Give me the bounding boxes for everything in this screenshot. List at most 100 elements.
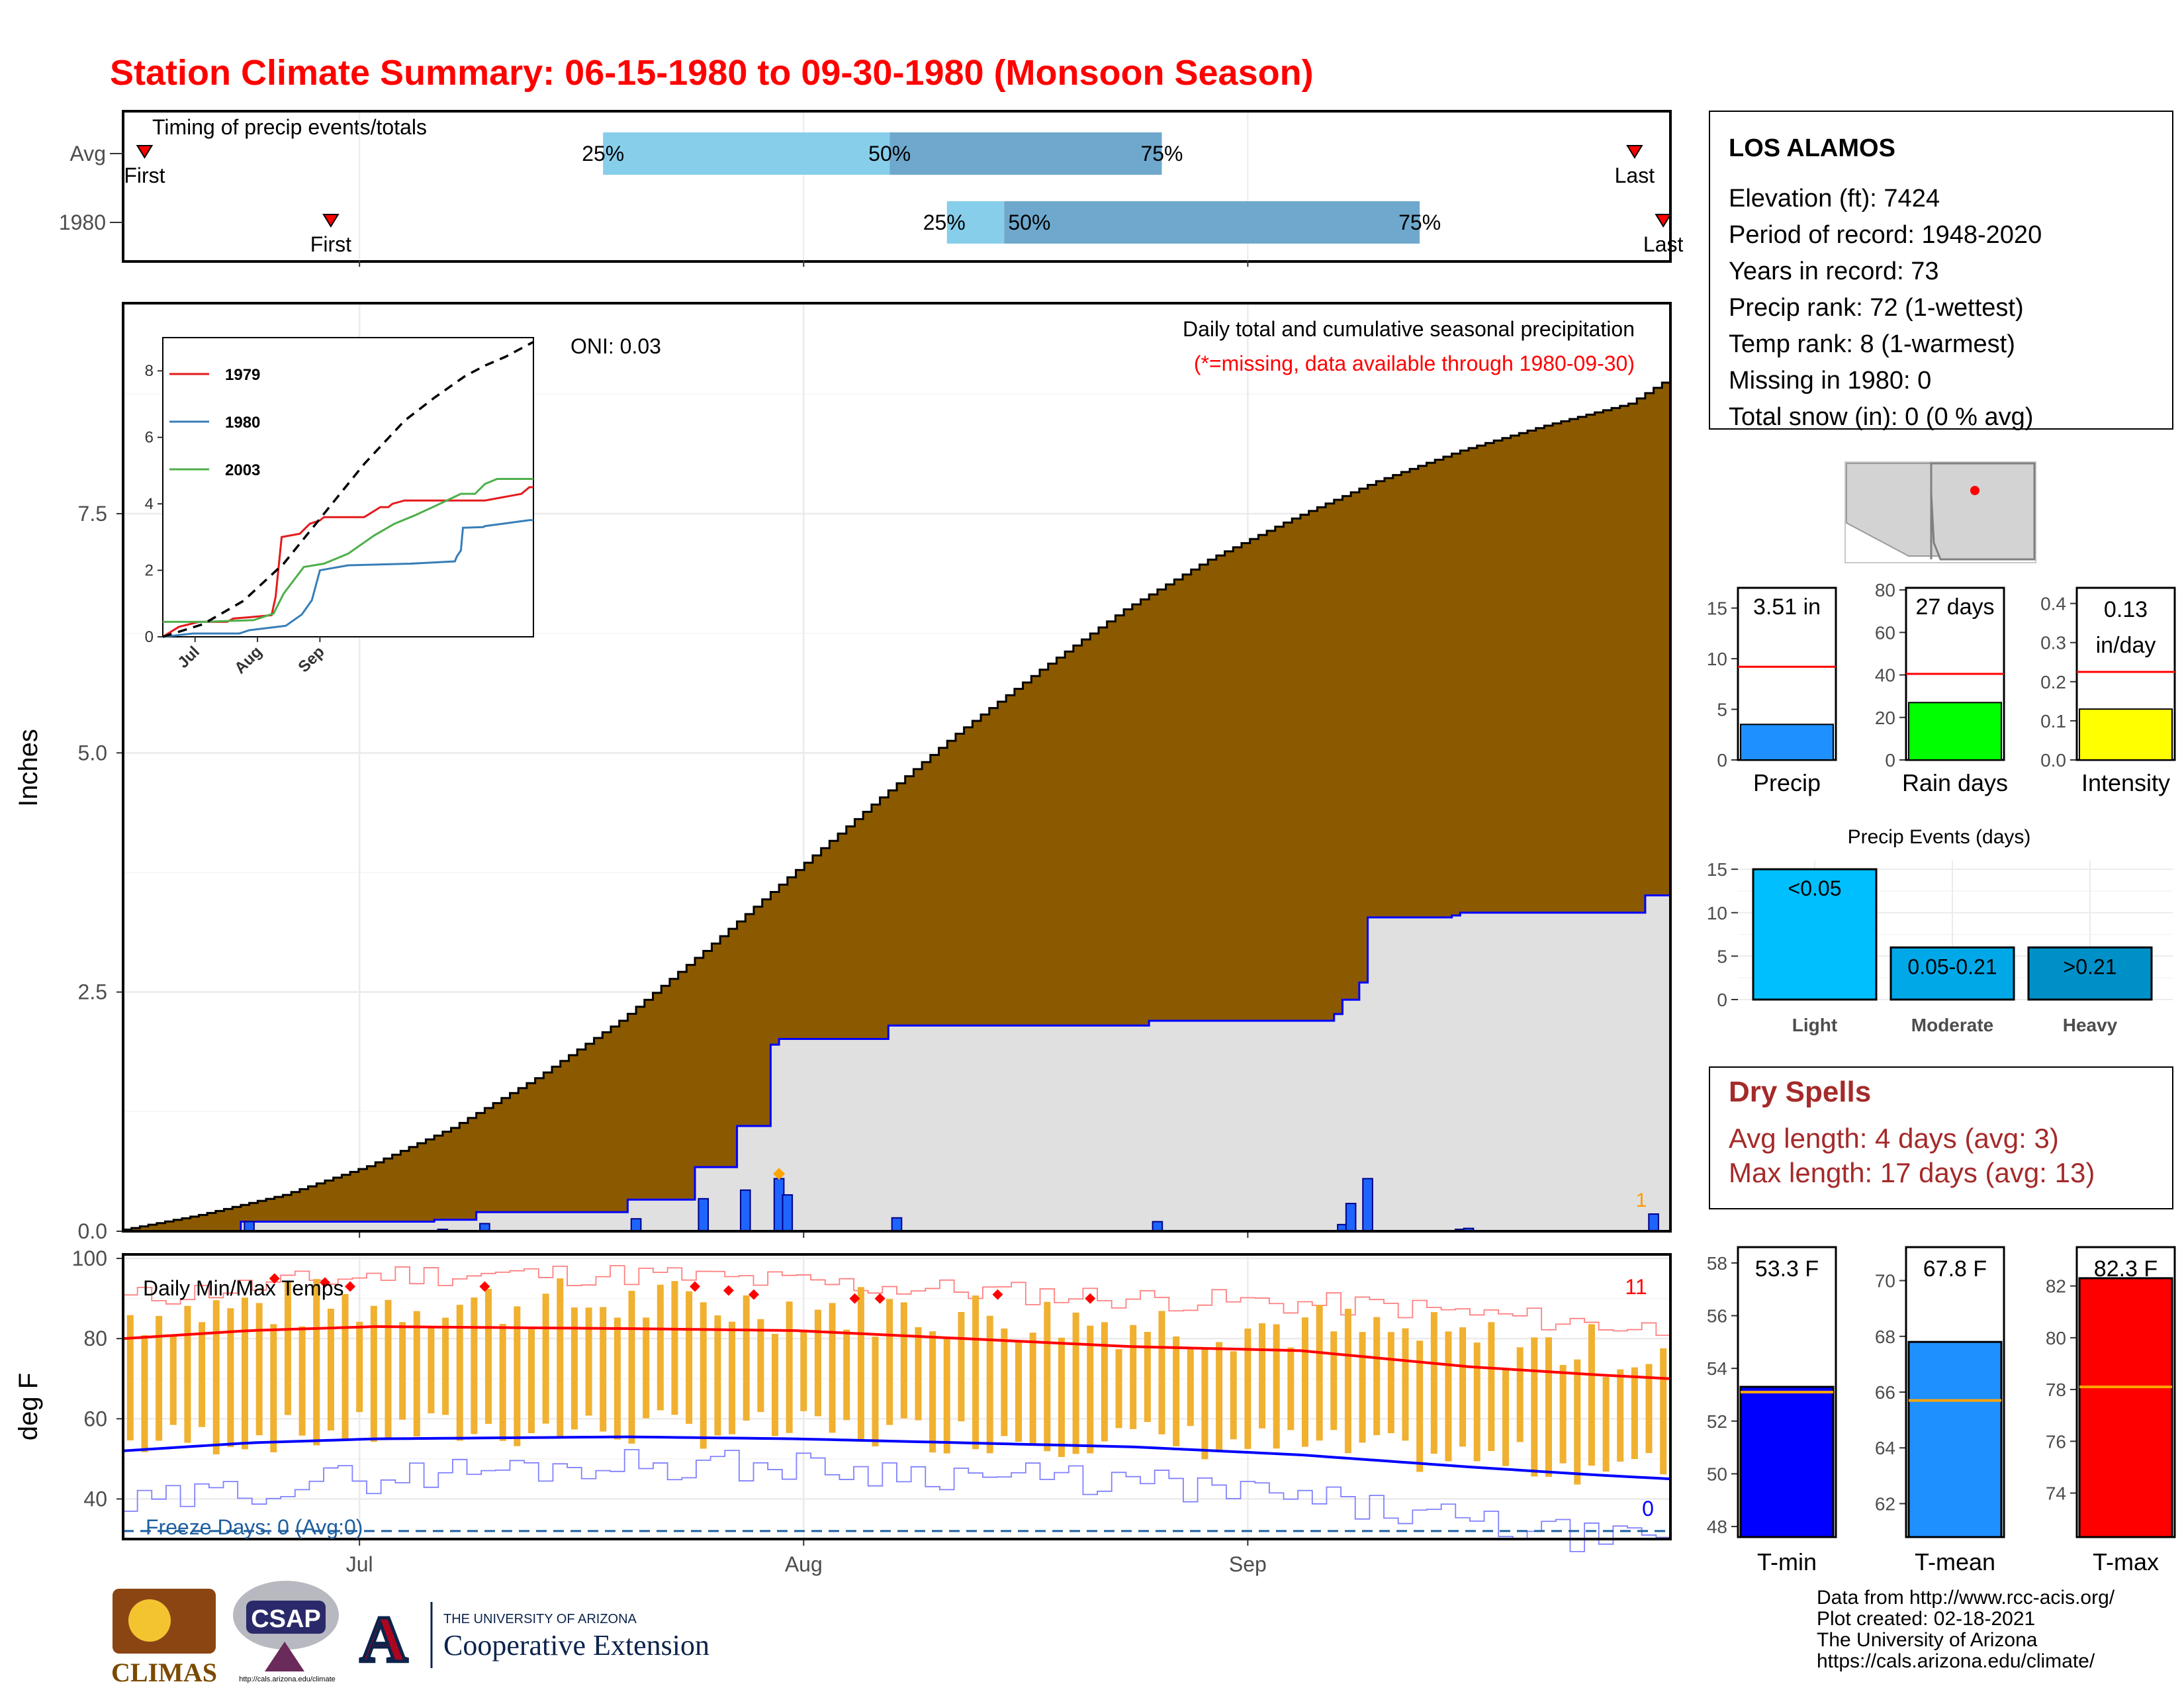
daily-temp-bar [1645, 1364, 1653, 1454]
daily-temp-bar [499, 1323, 506, 1441]
record-high-marker [319, 1277, 330, 1288]
record-high-marker [690, 1281, 701, 1292]
climas-text: CLIMAS [111, 1658, 217, 1687]
timing-last-marker [1655, 214, 1672, 228]
station-info-line: Missing in 1980: 0 [1729, 367, 1931, 395]
stat-precip: 0 5 10 15 3.51 in Precip [1707, 586, 1837, 796]
stat-bar [1740, 724, 1834, 761]
station-marker [1970, 486, 1979, 495]
temp-stat-y-label: 52 [1707, 1411, 1727, 1432]
daily-temp-bar [270, 1324, 277, 1452]
inset-line-1980 [162, 519, 533, 638]
inset-line-1979 [162, 486, 533, 638]
footer-line: The University of Arizona [1817, 1629, 2038, 1651]
event-bar-label: <0.05 [1788, 876, 1842, 900]
daily-precip-bar [782, 1194, 794, 1233]
temp-stats-panel: 48 50 52 54 56 58 53.3 F T-min 62 64 66 68 70 67.8 F T… [1707, 1246, 2176, 1575]
daily-temp-bar [1244, 1328, 1251, 1449]
timing-row-label: 1980 [59, 211, 106, 234]
precip-panel: 0.0 2.5 5.0 7.5 Daily total and cumulative … [14, 302, 1672, 1243]
daily-precip-bar [891, 1217, 903, 1232]
daily-temp-bar [743, 1295, 750, 1421]
temps-y-label: 100 [72, 1246, 107, 1270]
daily-temp-bar [900, 1302, 907, 1419]
dry-frame [1709, 1066, 2173, 1209]
daily-temp-bar [313, 1279, 320, 1446]
timing-p50-label: 50% [868, 142, 911, 165]
daily-temp-bar [958, 1311, 965, 1422]
ua-a-mark: A [360, 1603, 408, 1676]
tmax-avg-line [122, 1325, 1671, 1380]
timing-first-label: First [310, 232, 351, 256]
daily-temp-bar [771, 1334, 778, 1436]
daily-temp-bar [872, 1336, 879, 1447]
state-shape-nm [1930, 462, 2036, 561]
daily-temp-bar [1230, 1351, 1237, 1440]
inset-legend-label: 1979 [225, 366, 260, 384]
daily-temp-bar [614, 1317, 621, 1440]
daily-temp-bar [284, 1280, 291, 1415]
daily-temp-bar [1259, 1323, 1266, 1429]
daily-temp-bar [298, 1326, 306, 1436]
record-high-marker [849, 1293, 860, 1304]
daily-temp-bar [557, 1278, 564, 1436]
daily-temp-bar [1173, 1336, 1180, 1446]
stat-y-label: 0.3 [2040, 633, 2066, 653]
inset-y-label: 4 [145, 495, 154, 513]
timing-last-marker [1626, 145, 1643, 159]
daily-precip-bar [1648, 1213, 1659, 1233]
event-category-label: Heavy [2063, 1015, 2118, 1035]
station-info-box: LOS ALAMOS Elevation (ft): 7424 Period of… [1709, 111, 2173, 431]
record-high-marker [345, 1281, 356, 1292]
avg-cumulative-area [122, 381, 1672, 1233]
record-high-marker [874, 1293, 886, 1304]
timing-last-label: Last [1643, 232, 1684, 256]
event-bar-light [1752, 868, 1878, 1001]
daily-temp-bar [786, 1301, 793, 1433]
event-bar-label: >0.21 [2064, 955, 2117, 978]
temps-y-label: 80 [83, 1327, 107, 1350]
ua-big-text: Cooperative Extension [443, 1629, 709, 1662]
dry-spells-box: Dry Spells Avg length: 4 days (avg: 3) M… [1709, 1066, 2173, 1209]
temp-stat-category-label: T-max [2093, 1548, 2159, 1575]
inset-line-avg [162, 340, 534, 638]
daily-temp-bar [485, 1288, 492, 1424]
temp-stat-y-label: 80 [2046, 1328, 2066, 1348]
daily-temp-bar [242, 1297, 249, 1450]
events-title: Precip Events (days) [1848, 826, 2031, 848]
timing-first-marker [322, 214, 340, 228]
freeze-days-label: Freeze Days: 0 (Avg:0) [146, 1515, 363, 1539]
station-info-line: Period of record: 1948-2020 [1729, 221, 2042, 249]
stat-y-label: 0.0 [2040, 750, 2066, 771]
record-high-marker [992, 1289, 1003, 1300]
temp-stat-value-label: 82.3 F [2094, 1256, 2158, 1282]
freeze-count: 0 [1642, 1497, 1654, 1521]
daily-temp-bar [915, 1327, 922, 1421]
daily-temp-bar [370, 1305, 377, 1442]
daily-temp-bar [1101, 1322, 1108, 1442]
timing-p25-label: 25% [923, 211, 966, 234]
daily-temp-bar [814, 1309, 821, 1417]
temp-stat-value-label: 67.8 F [1923, 1256, 1987, 1282]
missing-count: 1 [1636, 1190, 1647, 1211]
daily-temp-bar [972, 1295, 979, 1450]
precip-y-label: 7.5 [78, 502, 107, 526]
daily-temp-bar [341, 1293, 349, 1441]
footer-credits: Data from http://www.rcc-acis.org/Plot c… [1817, 1587, 2115, 1672]
daily-temp-bar [857, 1287, 864, 1442]
daily-temp-bar [169, 1335, 177, 1425]
stat-y-label: 0.2 [2040, 672, 2066, 692]
station-info-line: Years in record: 73 [1729, 258, 1939, 285]
daily-temp-bar [1617, 1369, 1624, 1462]
daily-temp-bar [1660, 1348, 1667, 1475]
timing-p75-label: 75% [1140, 142, 1183, 165]
temp-stat-y-label: 70 [1875, 1271, 1895, 1291]
daily-temp-bar [141, 1335, 148, 1452]
stat-y-label: 0 [1885, 750, 1895, 771]
temps-frame [122, 1253, 1672, 1540]
temp-stat-t-min: 48 50 52 54 56 58 53.3 F T-min [1707, 1246, 1837, 1575]
daily-precip-bar [630, 1218, 642, 1233]
daily-precip-bar [1345, 1203, 1357, 1233]
stat-value-label: in/day [2096, 633, 2156, 658]
